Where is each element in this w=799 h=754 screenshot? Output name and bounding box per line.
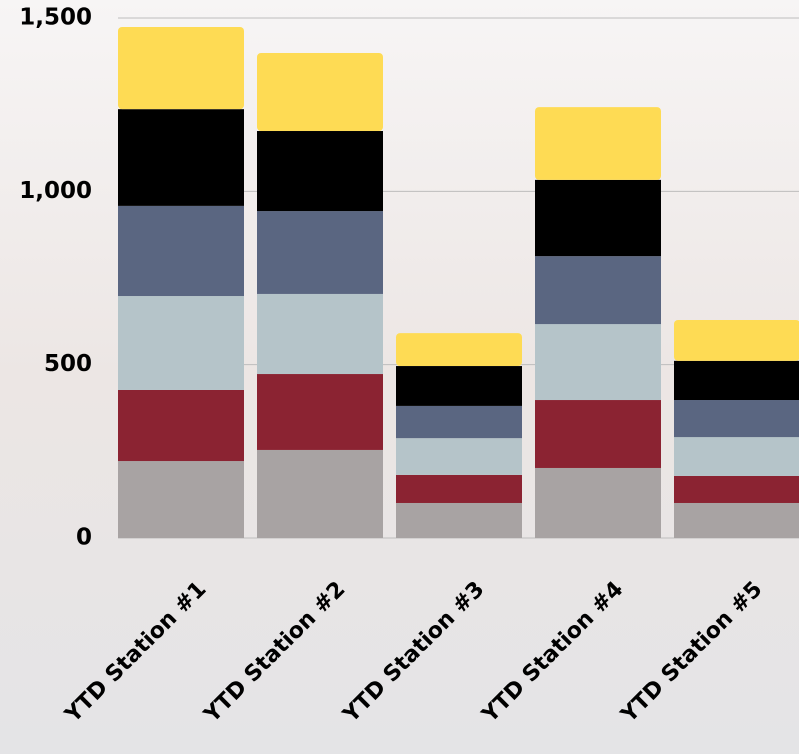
bar-segment bbox=[674, 400, 799, 438]
bar-segment bbox=[396, 333, 522, 367]
bar-segment bbox=[396, 366, 522, 406]
bar-segment bbox=[257, 53, 383, 132]
bar-segment bbox=[118, 27, 244, 110]
y-tick-label: 500 bbox=[44, 351, 92, 377]
bar-segment bbox=[674, 475, 799, 503]
bar-segment bbox=[674, 360, 799, 401]
bar-segment bbox=[257, 374, 383, 450]
bar-segment bbox=[535, 467, 661, 538]
bar-segment bbox=[118, 205, 244, 297]
bar-segment bbox=[396, 438, 522, 475]
bar-segment bbox=[257, 211, 383, 294]
bar-segment bbox=[257, 131, 383, 212]
bar-segment bbox=[535, 256, 661, 325]
bar-segment bbox=[396, 405, 522, 439]
bar-segment bbox=[118, 461, 244, 538]
bar-segment bbox=[674, 502, 799, 538]
y-tick-label: 1,500 bbox=[19, 5, 92, 31]
y-tick-label: 0 bbox=[76, 525, 92, 551]
bar-segment bbox=[535, 107, 661, 180]
bar-segment bbox=[674, 437, 799, 476]
bar-segment bbox=[535, 324, 661, 401]
bar-segment bbox=[118, 109, 244, 206]
bar-segment bbox=[674, 319, 799, 361]
bar-segment bbox=[257, 293, 383, 375]
bar-segment bbox=[535, 179, 661, 257]
bar-segment bbox=[396, 474, 522, 503]
y-tick-label: 1,000 bbox=[19, 178, 92, 204]
bar-segment bbox=[396, 502, 522, 538]
bar-segment bbox=[118, 296, 244, 390]
bar-segment bbox=[535, 400, 661, 468]
bar-segment bbox=[257, 449, 383, 538]
bar-segment bbox=[118, 389, 244, 462]
